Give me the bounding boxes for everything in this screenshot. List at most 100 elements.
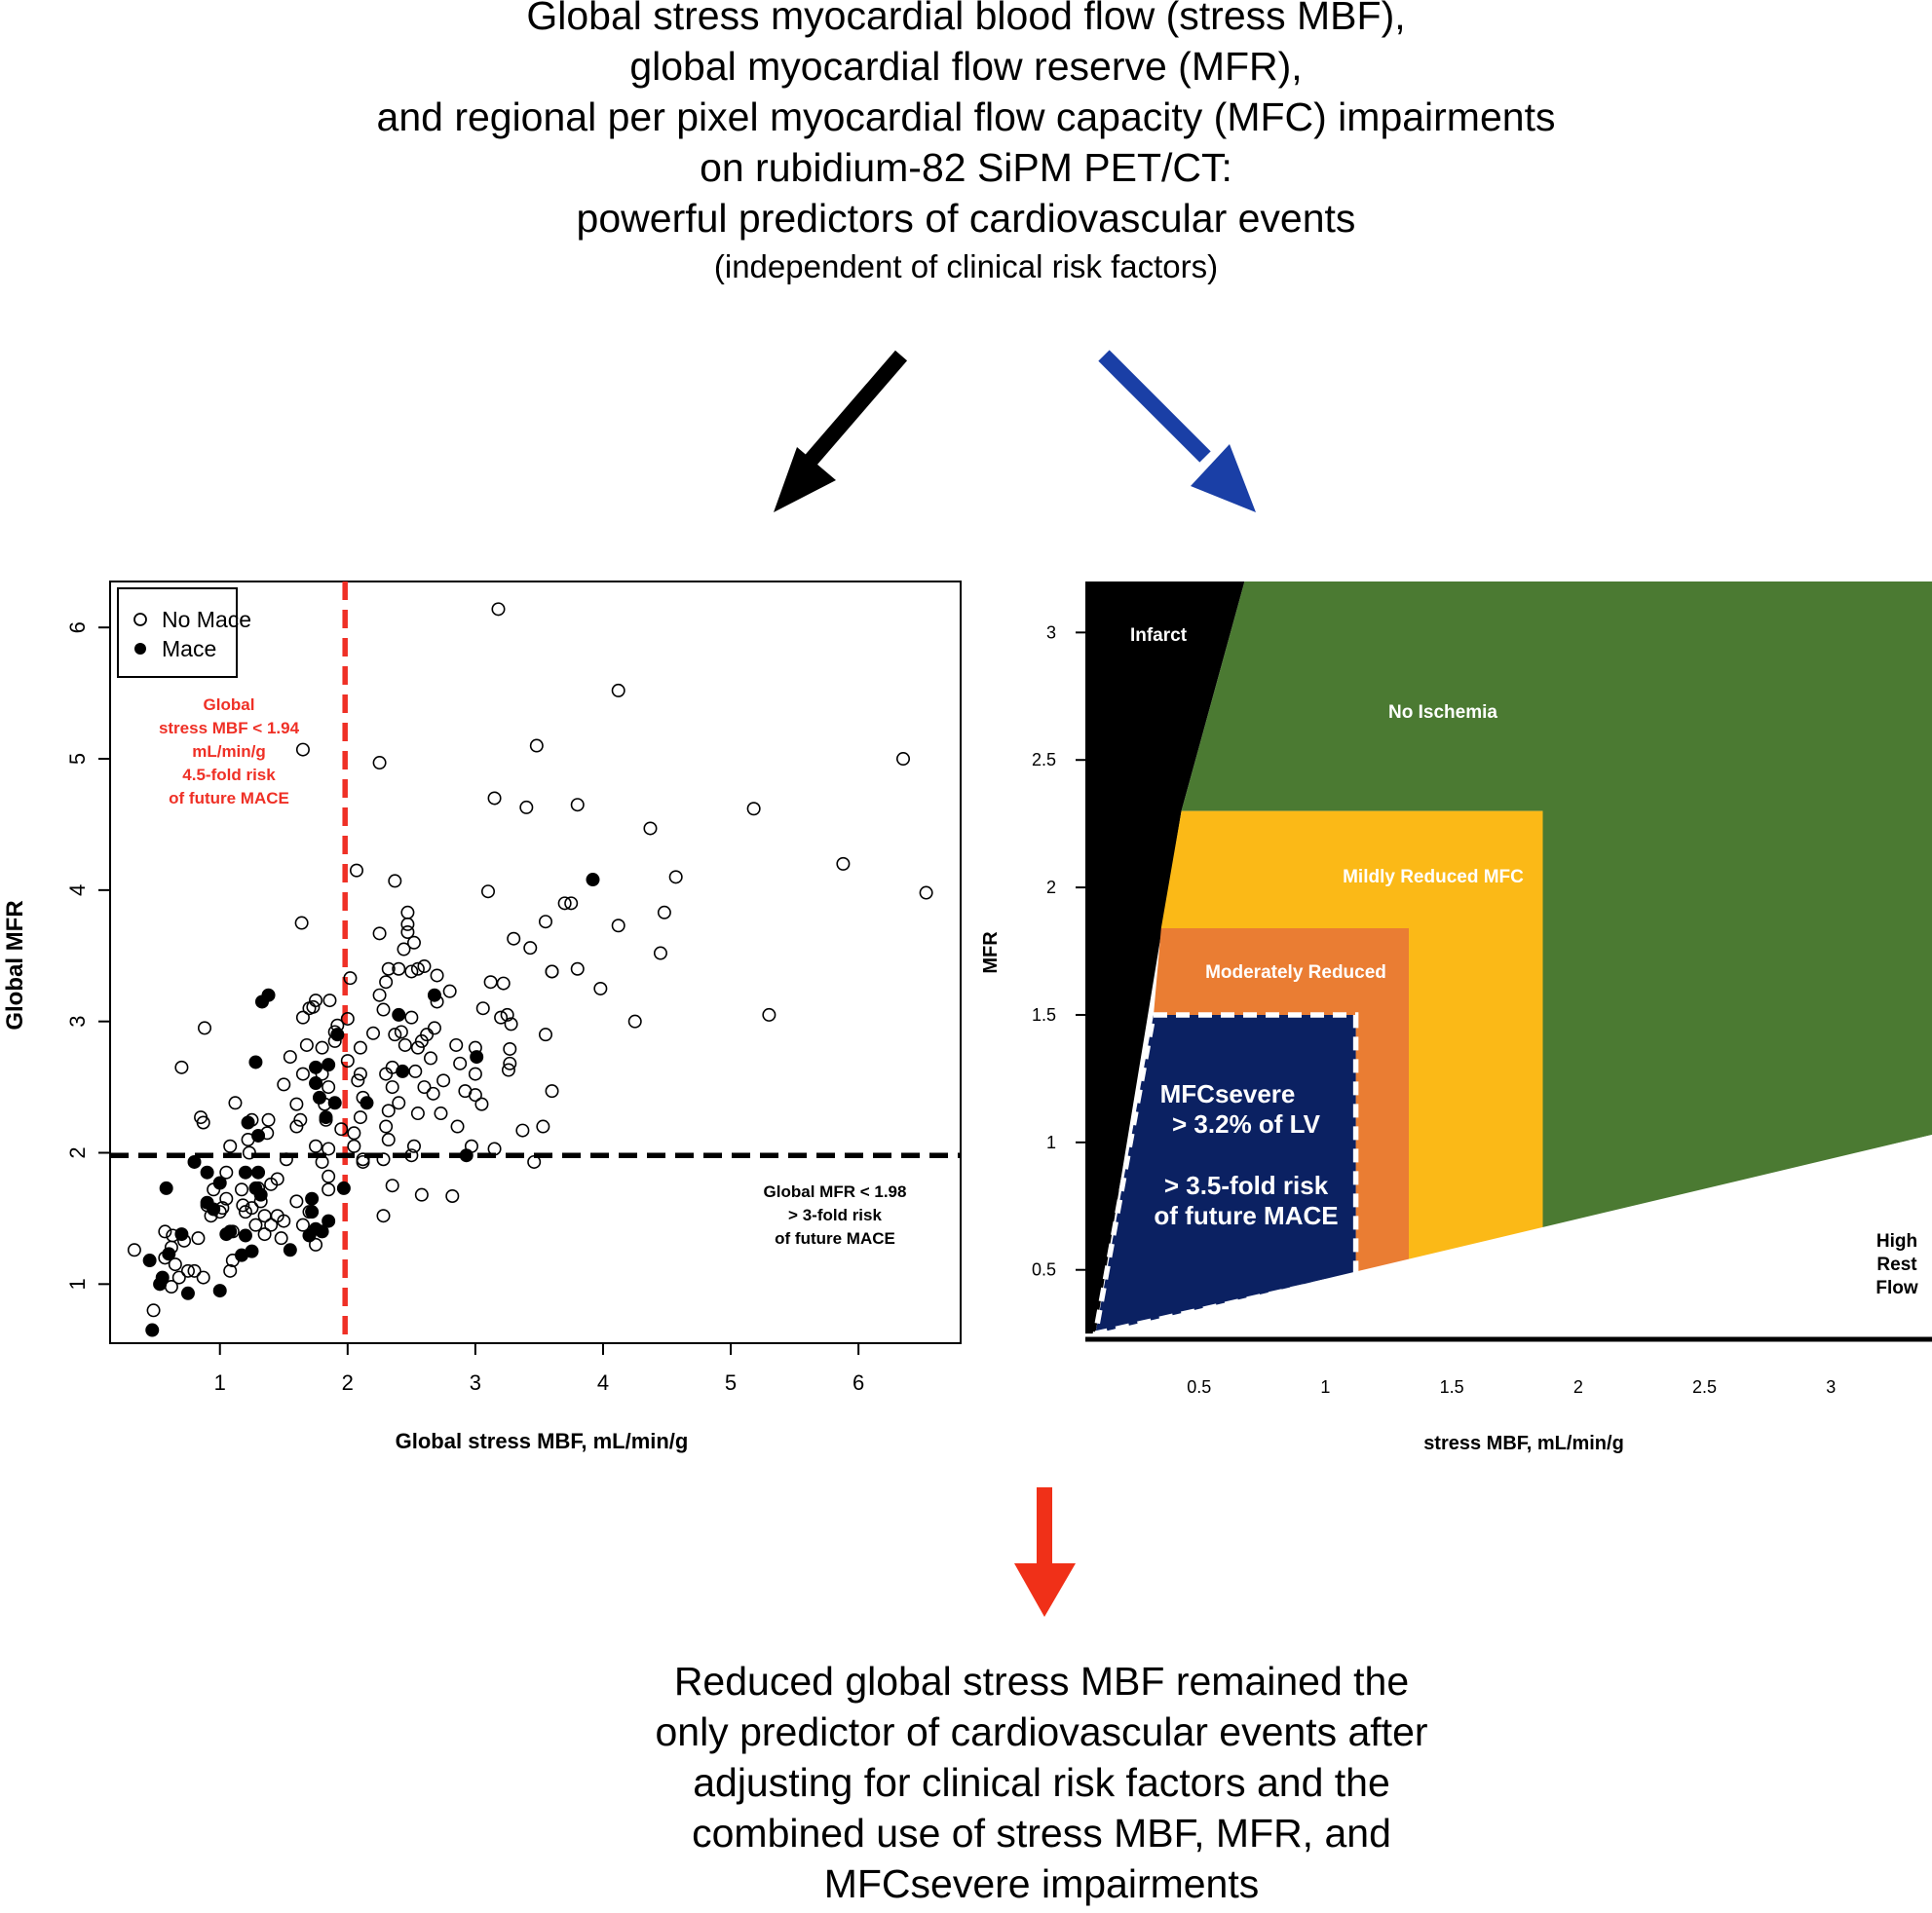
svg-text:of future MACE: of future MACE xyxy=(775,1229,895,1248)
mace-point xyxy=(427,988,441,1002)
no-mace-point xyxy=(295,1067,310,1081)
region-mildly-reduced-mfc xyxy=(1160,810,1543,1262)
no-mace-point xyxy=(180,1263,195,1278)
no-mace-point xyxy=(223,1139,238,1153)
svg-text:> 3.2% of LV: > 3.2% of LV xyxy=(1172,1109,1321,1139)
no-mace-point xyxy=(245,1201,259,1216)
mace-point xyxy=(200,1165,214,1180)
mace-point xyxy=(336,1181,351,1195)
no-mace-point xyxy=(500,1007,514,1022)
no-mace-point xyxy=(919,885,933,900)
mace-point xyxy=(305,1191,320,1206)
no-mace-point xyxy=(196,1270,210,1285)
no-mace-point xyxy=(434,1107,448,1121)
mace-point xyxy=(238,1228,252,1243)
mace-point xyxy=(207,1202,221,1217)
mace-point xyxy=(145,1323,160,1337)
legend-no-mace: No Mace xyxy=(162,607,251,632)
x-tick-label: 4 xyxy=(597,1370,609,1395)
no-mace-point xyxy=(322,1080,336,1095)
no-mace-point xyxy=(191,1231,206,1246)
no-mace-point xyxy=(404,1010,419,1025)
no-mace-point xyxy=(474,1097,489,1111)
y-tick-label: 6 xyxy=(65,621,90,633)
mace-point xyxy=(312,1090,326,1105)
x-axis-label: stress MBF, mL/min/g xyxy=(1423,1433,1624,1454)
no-mace-point xyxy=(351,1073,365,1088)
no-mace-point xyxy=(349,863,363,878)
mace-point xyxy=(187,1154,202,1169)
no-mace-point xyxy=(436,1073,451,1088)
no-mace-point xyxy=(376,1209,391,1223)
no-mace-point xyxy=(353,1040,367,1055)
footer-line-1: Reduced global stress MBF remained the xyxy=(673,1659,1410,1704)
no-mace-point xyxy=(611,919,625,933)
no-mace-point xyxy=(279,1152,293,1167)
mace-point xyxy=(327,1096,342,1110)
no-mace-point xyxy=(503,1056,517,1070)
no-mace-point xyxy=(611,683,625,697)
no-mace-point xyxy=(494,1010,509,1025)
header-subline: (independent of clinical risk factors) xyxy=(713,248,1219,284)
no-mace-point xyxy=(302,1001,317,1016)
no-mace-point xyxy=(491,602,506,617)
legend-filled-marker xyxy=(134,643,146,655)
mace-point xyxy=(319,1110,333,1125)
no-mace-point xyxy=(322,994,337,1008)
mace-point xyxy=(223,1224,238,1239)
mace-point xyxy=(330,1028,345,1042)
no-mace-point xyxy=(381,961,396,976)
no-mace-point xyxy=(424,1051,438,1066)
no-mace-point xyxy=(394,1025,408,1039)
no-mace-point xyxy=(453,1056,468,1070)
mace-point xyxy=(360,1096,374,1110)
no-mace-point xyxy=(248,1218,263,1232)
mace-point xyxy=(159,1181,173,1195)
no-mace-point xyxy=(343,971,358,986)
no-mace-point xyxy=(295,742,310,757)
x-tick-label: 1 xyxy=(214,1370,226,1395)
no-mace-point xyxy=(400,917,415,931)
no-mace-point xyxy=(289,1119,304,1134)
no-mace-point xyxy=(406,935,421,950)
svg-text:> 3-fold risk: > 3-fold risk xyxy=(788,1206,882,1224)
legend: No Mace Mace xyxy=(117,587,251,678)
no-mace-point xyxy=(340,1011,355,1026)
no-mace-point xyxy=(400,905,415,919)
no-mace-point xyxy=(480,884,495,899)
mace-point xyxy=(283,1243,297,1257)
no-mace-point xyxy=(657,905,671,919)
y-tick-label: 2.5 xyxy=(1032,750,1056,769)
no-mace-point xyxy=(385,1179,399,1193)
header-line-5: powerful predictors of cardiovascular ev… xyxy=(576,196,1356,241)
header-line-2: global myocardial flow reserve (MFR), xyxy=(629,44,1303,89)
mace-point xyxy=(238,1165,252,1180)
no-mace-point xyxy=(187,1263,202,1278)
no-mace-point xyxy=(376,1002,391,1017)
x-tick-label: 2 xyxy=(1573,1377,1583,1397)
no-mace-point xyxy=(379,975,394,990)
data-points xyxy=(127,602,933,1337)
header-line-1: Global stress myocardial blood flow (str… xyxy=(526,0,1406,38)
no-mace-point xyxy=(146,1303,161,1318)
footer-line-5: MFCsevere impairments xyxy=(823,1861,1260,1906)
y-axis: 1 2 3 4 5 6 xyxy=(65,621,110,1290)
no-mace-point xyxy=(347,1139,361,1153)
no-mace-point xyxy=(376,1152,391,1167)
no-mace-point xyxy=(570,798,585,812)
region-labels: Infarct No Ischemia Mildly Reduced MFC M… xyxy=(1130,625,1918,1298)
no-mace-point xyxy=(398,1037,412,1052)
no-mace-point xyxy=(668,870,683,884)
no-mace-point xyxy=(299,1037,314,1052)
no-mace-point xyxy=(334,1122,349,1137)
no-mace-point xyxy=(397,942,411,956)
mace-point xyxy=(245,1244,259,1258)
x-axis-label: Global stress MBF, mL/min/g xyxy=(396,1429,689,1453)
label-mild: Mildly Reduced MFC xyxy=(1343,867,1524,887)
no-mace-point xyxy=(356,1152,370,1167)
mace-point xyxy=(459,1148,474,1163)
no-mace-point xyxy=(219,1165,234,1180)
no-mace-point xyxy=(381,1104,396,1118)
mace-point xyxy=(241,1115,255,1130)
